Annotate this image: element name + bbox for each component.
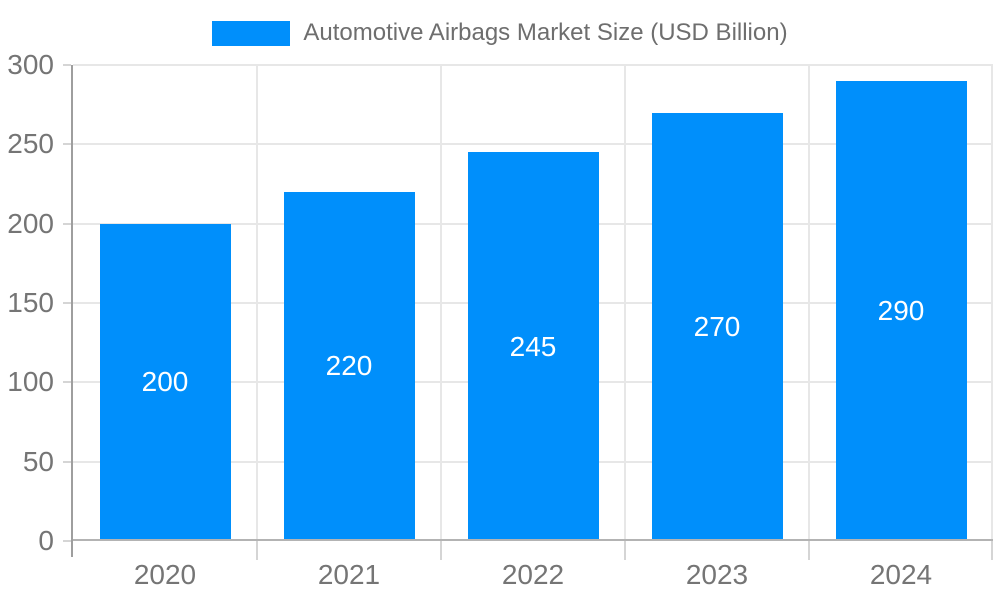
x-axis-label: 2023 (685, 559, 749, 590)
x-tick (808, 541, 810, 560)
y-axis-label: 300 (7, 49, 54, 80)
bar[interactable] (99, 223, 231, 541)
x-axis-label: 2022 (501, 559, 565, 590)
plot-area: 0 50 100 150 200 250 300 2020 2021 2022 2023 2024 20… (7, 49, 993, 590)
bar[interactable] (835, 80, 967, 541)
y-axis-label: 100 (7, 366, 54, 398)
y-tick (63, 222, 71, 225)
v-gridline (440, 65, 442, 541)
v-gridline (991, 65, 993, 541)
y-tick (63, 381, 71, 384)
x-axis-label: 2021 (317, 559, 381, 590)
x-axis-label: 2024 (869, 559, 933, 590)
bar-value-label: 220 (325, 350, 373, 382)
y-tick (63, 64, 71, 66)
y-axis-label: 150 (7, 287, 54, 318)
v-gridline (808, 65, 810, 541)
x-tick (440, 541, 442, 560)
x-axis-label: 2020 (133, 559, 197, 590)
y-axis-label: 200 (7, 207, 54, 239)
h-gridline (73, 143, 993, 146)
v-gridline (624, 65, 626, 541)
bar[interactable] (283, 191, 415, 541)
legend-label: Automotive Airbags Market Size (USD Bill… (303, 19, 788, 46)
x-tick (991, 541, 993, 560)
y-tick (63, 302, 71, 304)
y-axis-label: 0 (38, 525, 54, 556)
y-tick (63, 540, 71, 542)
legend: Automotive Airbags Market Size (USD Bill… (0, 19, 1000, 47)
legend-swatch-icon (212, 20, 291, 46)
x-tick (256, 541, 258, 560)
bar-value-label: 200 (141, 366, 189, 398)
bar[interactable] (651, 112, 783, 541)
legend-item[interactable]: Automotive Airbags Market Size (USD Bill… (212, 19, 788, 47)
bar-value-label: 270 (693, 310, 741, 342)
y-tick (63, 143, 71, 146)
bar-value-label: 245 (509, 330, 557, 362)
y-tick (63, 460, 71, 463)
v-gridline (256, 65, 258, 541)
bar[interactable] (467, 152, 599, 541)
y-axis-label: 250 (7, 128, 54, 160)
h-gridline (73, 64, 993, 66)
y-axis-label: 50 (22, 445, 54, 477)
y-axis-line (71, 65, 73, 557)
x-tick (624, 541, 626, 560)
bar-value-label: 290 (877, 294, 925, 326)
x-axis-line (73, 539, 993, 541)
